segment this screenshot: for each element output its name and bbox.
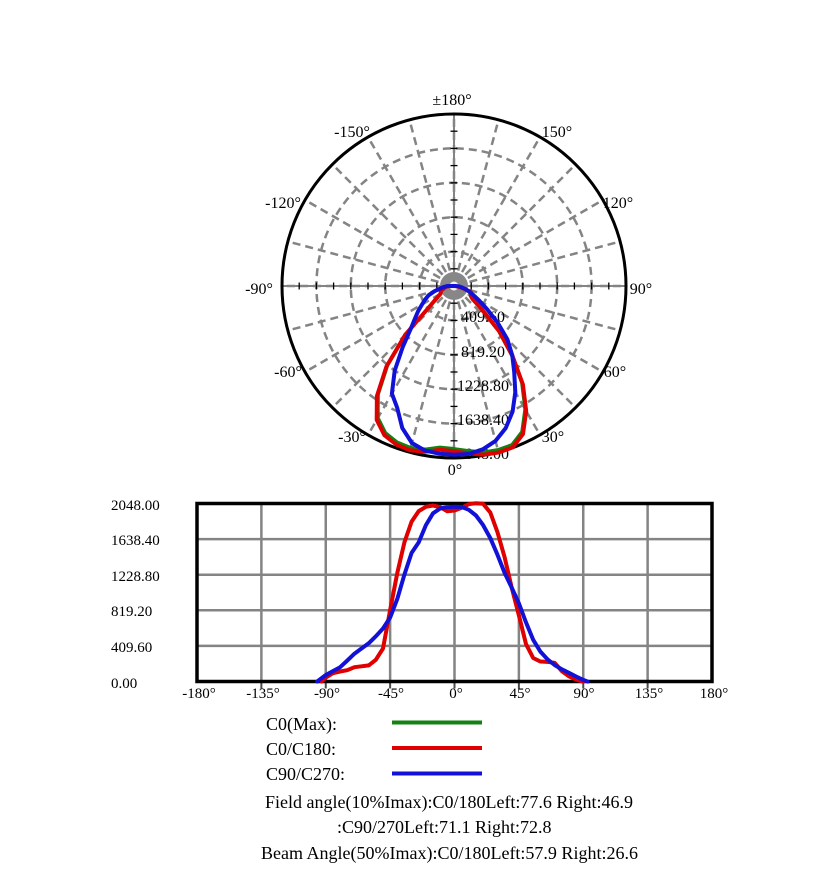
cartesian-curves bbox=[315, 501, 590, 684]
x-axis-tick: 45° bbox=[510, 686, 531, 702]
cartesian-grid bbox=[195, 501, 714, 689]
y-axis-tick: 409.60 bbox=[111, 640, 152, 656]
x-axis-tick: -180° bbox=[182, 686, 216, 702]
polar-angle-labels: ±180° -150° 150° -120° 120° -90° 90° -60… bbox=[245, 92, 652, 479]
polar-angle-tick: ±180° bbox=[432, 92, 471, 109]
polar-grid bbox=[280, 112, 628, 460]
polar-radial-tick: 1228.80 bbox=[457, 378, 509, 395]
polar-angle-tick: 120° bbox=[603, 195, 633, 212]
polar-angle-tick: 90° bbox=[630, 281, 652, 298]
polar-angle-tick: 0° bbox=[448, 462, 462, 479]
polar-radial-tick: 819.20 bbox=[461, 344, 505, 361]
polar-angle-tick: 30° bbox=[542, 429, 564, 446]
x-axis-tick: 135° bbox=[635, 686, 664, 702]
legend-label-c0max: C0(Max): bbox=[266, 714, 337, 735]
legend-label-c90c270: C90/C270: bbox=[266, 764, 345, 784]
polar-radial-tick: 1638.40 bbox=[457, 412, 509, 429]
polar-angle-tick: 60° bbox=[604, 364, 626, 381]
x-axis-tick: 180° bbox=[700, 686, 729, 702]
legend: C0(Max): C0/C180: C90/C270: bbox=[266, 714, 482, 784]
cartesian-x-labels: -180° -135° -90° -45° 0° 45° 90° 135° 18… bbox=[182, 686, 728, 702]
polar-angle-tick: -120° bbox=[265, 195, 301, 212]
y-axis-tick: 1228.80 bbox=[111, 569, 160, 585]
legend-label-c0c180: C0/C180: bbox=[266, 739, 336, 759]
beam-angle-line: Beam Angle(50%Imax):C0/180Left:57.9 Righ… bbox=[261, 843, 638, 864]
polar-angle-tick: -150° bbox=[334, 124, 370, 141]
field-angle-line-2: :C90/270Left:71.1 Right:72.8 bbox=[337, 817, 552, 837]
field-angle-line-1: Field angle(10%Imax):C0/180Left:77.6 Rig… bbox=[265, 792, 633, 813]
y-axis-tick: 0.00 bbox=[111, 676, 137, 692]
polar-angle-tick: -60° bbox=[274, 364, 302, 381]
x-axis-tick: 0° bbox=[449, 686, 463, 702]
y-axis-tick: 2048.00 bbox=[111, 498, 160, 514]
x-axis-tick: 90° bbox=[574, 686, 595, 702]
y-axis-tick: 1638.40 bbox=[111, 533, 160, 549]
y-axis-tick: 819.20 bbox=[111, 604, 152, 620]
polar-angle-tick: -90° bbox=[245, 281, 273, 298]
polar-curves bbox=[374, 284, 529, 457]
notes: Field angle(10%Imax):C0/180Left:77.6 Rig… bbox=[261, 792, 638, 864]
x-axis-tick: -45° bbox=[378, 686, 404, 702]
polar-angle-tick: 150° bbox=[542, 124, 572, 141]
x-axis-tick: -135° bbox=[246, 686, 280, 702]
cartesian-y-labels: 2048.00 1638.40 1228.80 819.20 409.60 0.… bbox=[111, 498, 160, 692]
x-axis-tick: -90° bbox=[314, 686, 340, 702]
polar-angle-tick: -30° bbox=[338, 429, 366, 446]
